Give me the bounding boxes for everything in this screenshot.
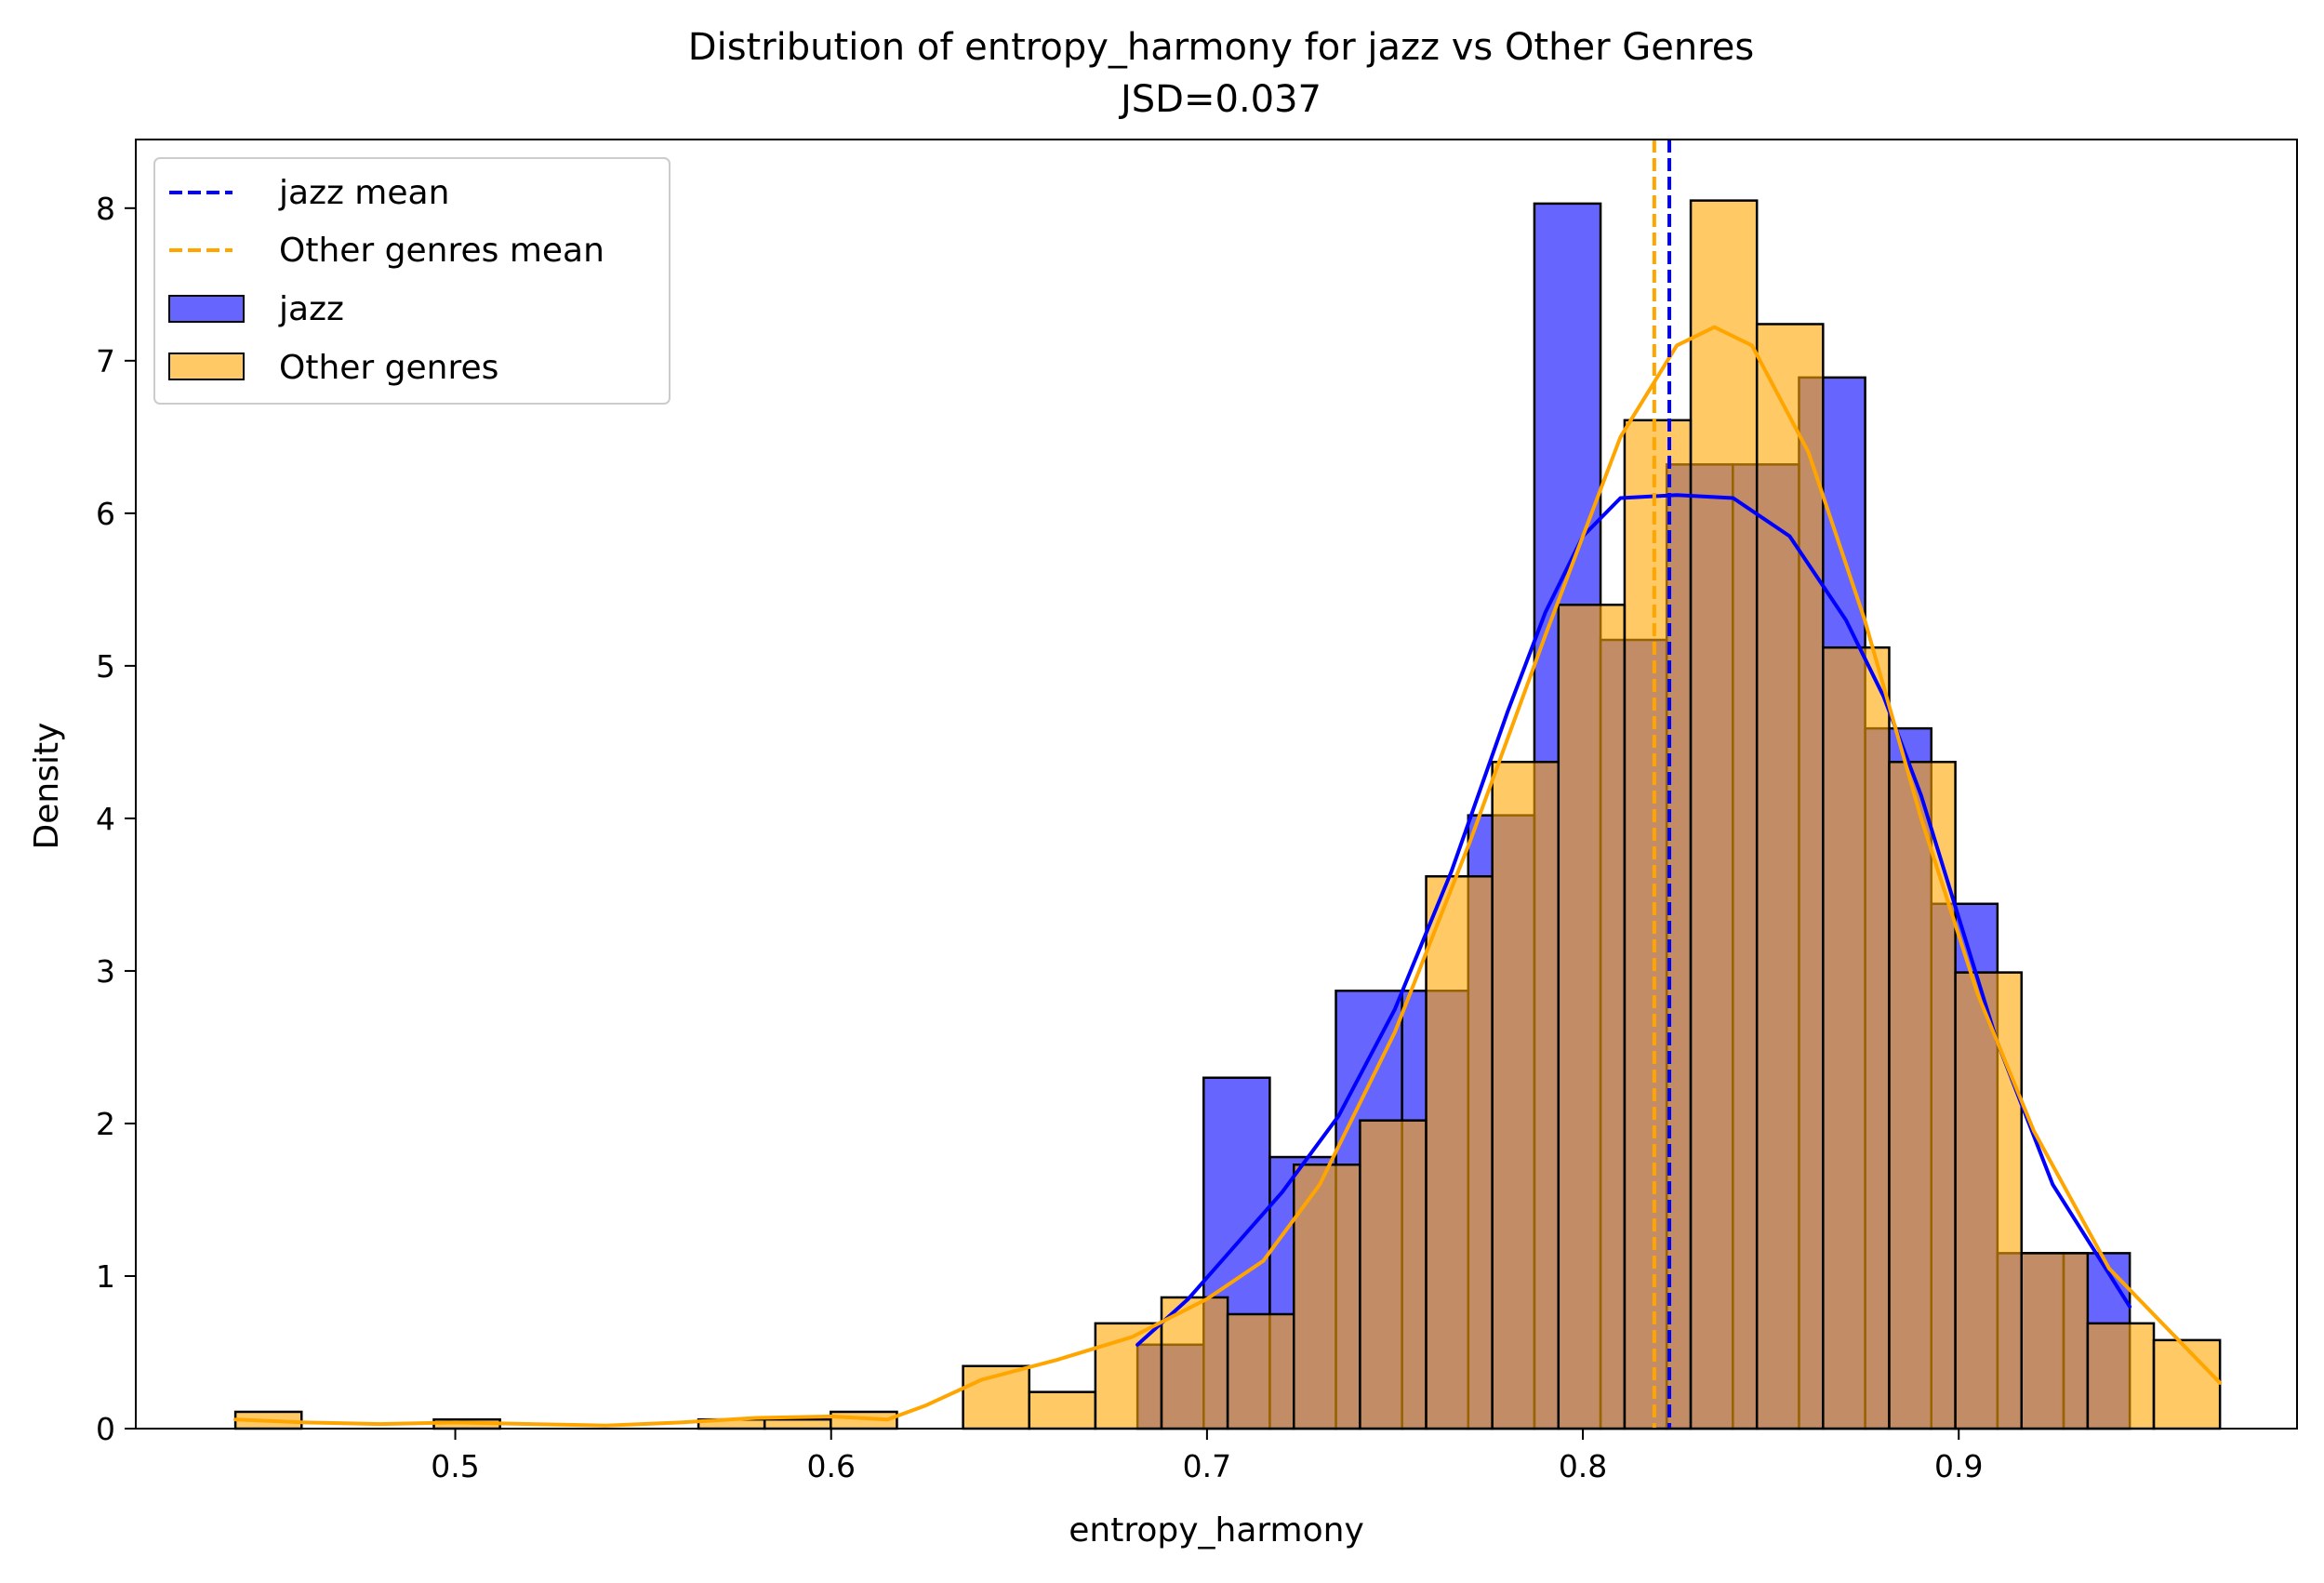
legend-box [153, 157, 671, 405]
x-tick-label: 0.7 [1183, 1448, 1231, 1484]
y-tick-label: 7 [96, 343, 115, 379]
other-genres-bar-12 [1028, 1390, 1097, 1430]
legend-label-jazz-mean: jazz mean [278, 174, 449, 212]
other-genres-bar-18 [1425, 874, 1494, 1430]
chart-title: Distribution of entropy_harmony for jazz… [688, 26, 1754, 69]
other-genres-bar-19 [1491, 760, 1560, 1430]
legend-label-other-mean: Other genres mean [279, 232, 604, 270]
other-genres-bar-29 [2152, 1338, 2222, 1430]
x-tick-label: 0.8 [1559, 1448, 1607, 1484]
legend-label-jazz: jazz [278, 290, 344, 328]
y-tick-label: 1 [96, 1258, 115, 1295]
other-genres-bar-26 [1954, 971, 2023, 1430]
legend-label-other: Other genres [279, 349, 498, 387]
y-tick-label: 5 [96, 648, 115, 685]
kde-curves [233, 325, 2223, 1428]
legend-other-swatch [168, 353, 245, 380]
y-axis-label: Density [28, 723, 66, 850]
x-axis-ticks: 0.5 0.6 0.7 0.8 0.9 [431, 1429, 1983, 1484]
y-tick-label: 8 [96, 191, 115, 227]
y-tick-label: 4 [96, 801, 115, 837]
x-tick-label: 0.5 [431, 1448, 479, 1484]
other-genres-histogram-bars [233, 199, 2222, 1430]
other-genres-bar-20 [1557, 604, 1627, 1430]
other-genres-bar-28 [2086, 1322, 2156, 1430]
other-genres-bar-23 [1755, 323, 1825, 1430]
other-genres-bar-15 [1226, 1312, 1295, 1430]
other-genres-bar-8 [763, 1417, 832, 1430]
plot-area-frame [135, 139, 2298, 1430]
x-tick-label: 0.6 [806, 1448, 855, 1484]
y-tick-label: 3 [96, 953, 115, 990]
other-genres-bar-16 [1293, 1163, 1361, 1430]
other-genres-bar-25 [1888, 760, 1957, 1430]
x-axis-label: entropy_harmony [1069, 1511, 1364, 1550]
y-axis-ticks: 0 1 2 3 4 5 6 7 8 [96, 191, 136, 1447]
y-tick-label: 0 [96, 1411, 115, 1447]
other-genres-bar-24 [1822, 645, 1891, 1430]
jazz-kde-line [1135, 493, 2132, 1347]
other-genres-bar-27 [2020, 1252, 2090, 1430]
x-tick-label: 0.9 [1934, 1448, 1983, 1484]
other-genres-kde-line [233, 325, 2223, 1428]
other-genres-bar-17 [1359, 1119, 1428, 1430]
chart-subtitle: JSD=0.037 [1118, 78, 1321, 121]
chart-legend: jazz mean Other genres mean jazz Other g… [153, 157, 671, 405]
other-genres-bar-21 [1623, 419, 1693, 1430]
y-tick-label: 2 [96, 1106, 115, 1142]
mean-reference-lines [1652, 140, 1672, 1429]
y-tick-label: 6 [96, 496, 115, 532]
legend-jazz-swatch [168, 295, 245, 323]
other-genres-bar-22 [1689, 199, 1759, 1430]
